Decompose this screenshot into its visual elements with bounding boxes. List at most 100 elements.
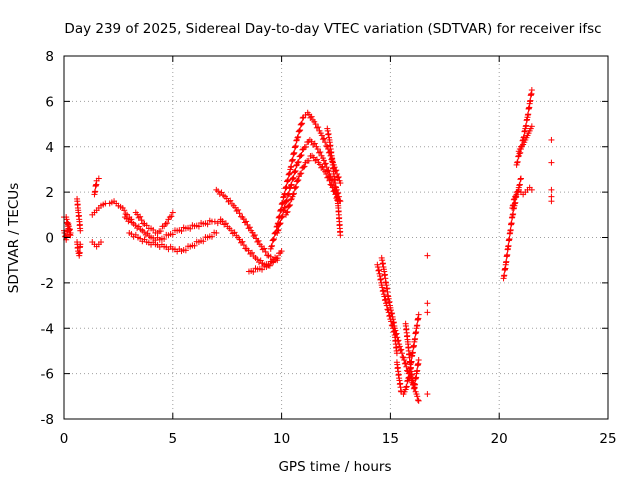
data-point-interp [412, 381, 419, 388]
data-point-interp [379, 284, 386, 291]
data-point-interp [284, 177, 291, 184]
data-point-interp [204, 221, 211, 228]
data-point-interp [393, 330, 400, 337]
data-point-interp [292, 143, 299, 150]
data-point-interp [299, 115, 306, 122]
data-point-interp [403, 363, 410, 370]
data-point-interp [404, 378, 411, 385]
data-point-interp [308, 113, 315, 120]
data-point [77, 227, 84, 234]
data-point [415, 397, 422, 404]
y-tick-label: 0 [45, 231, 54, 247]
chart-title: Day 239 of 2025, Sidereal Day-to-day VTE… [64, 21, 601, 37]
data-point-interp [414, 367, 421, 374]
data-point-interp [65, 223, 72, 230]
data-point-interp [274, 227, 281, 234]
data-point-interp [335, 174, 342, 181]
data-point-interp [381, 297, 388, 304]
data-point-interp [281, 205, 288, 212]
data-point [548, 136, 555, 143]
data-point-interp [279, 199, 286, 206]
data-point-interp [270, 236, 277, 242]
x-tick-label: 15 [382, 431, 399, 447]
y-tick-label: -8 [41, 412, 54, 428]
data-point-interp [297, 127, 304, 134]
data-point-interp [261, 245, 268, 252]
data-point-interp [325, 174, 332, 181]
data-point-interp [399, 353, 406, 360]
data-point-interp [223, 195, 230, 202]
y-tick-label: 2 [45, 185, 54, 201]
data-point-interp [506, 236, 513, 242]
data-point-interp [412, 335, 419, 342]
data-point-interp [312, 121, 319, 128]
data-point-interp [295, 158, 302, 165]
data-point-interp [399, 350, 406, 357]
data-point-interp [512, 192, 519, 199]
data-point-interp [392, 327, 399, 334]
data-point-interp [288, 158, 295, 165]
data-point [97, 239, 104, 246]
data-point-interp [289, 175, 296, 182]
data-point [337, 180, 344, 187]
data-point-interp [294, 177, 301, 184]
data-point [213, 229, 220, 236]
data-point-interp [323, 170, 330, 177]
data-point-interp [277, 220, 284, 227]
data-point-interp [280, 208, 287, 215]
data-point-interp [308, 138, 315, 145]
data-point-interp [388, 310, 395, 317]
x-tick-label: 25 [599, 431, 616, 447]
data-point-interp [515, 153, 522, 160]
data-point-interp [288, 163, 295, 170]
y-axis-label: SDTVAR / TECUs [6, 183, 22, 293]
data-point [415, 311, 422, 318]
data-point-interp [300, 164, 307, 171]
data-point-interp [313, 156, 320, 163]
data-point-interp [195, 223, 202, 230]
data-point-interp [510, 211, 517, 218]
data-point-interp [280, 194, 287, 201]
data-point-interp [501, 272, 508, 279]
data-point-interp [512, 193, 519, 200]
data-point-interp [92, 188, 99, 195]
data-point-interp [274, 255, 281, 262]
data-point-interp [208, 233, 215, 240]
data-point-interp [401, 357, 408, 364]
data-point-interp [305, 157, 312, 164]
data-point-interp [402, 360, 409, 367]
data-point-interp [243, 218, 250, 225]
data-point-interp [523, 122, 530, 129]
data-point-interp [294, 134, 301, 141]
data-point-interp [222, 220, 229, 227]
data-point-interp [255, 237, 262, 244]
data-point-interp [323, 164, 330, 171]
data-point-interp [397, 347, 404, 354]
data-point-interp [66, 226, 73, 233]
data-point [337, 232, 344, 239]
data-point-interp [282, 204, 289, 211]
data-point-interp [317, 149, 324, 156]
data-point [424, 252, 431, 259]
data-point-interp [287, 201, 294, 208]
data-point-interp [166, 214, 173, 221]
data-point [424, 309, 431, 316]
x-axis-label: GPS time / hours [278, 459, 391, 475]
data-point-interp [137, 213, 144, 220]
data-point-interp [63, 233, 70, 240]
tick-labels: 0 5 10 15 20 25 -8 -6 -4 -2 0 2 4 6 8 [41, 49, 617, 447]
data-point-interp [284, 178, 291, 185]
data-point-interp [319, 163, 326, 170]
data-point-interp [302, 143, 309, 150]
data-point-interp [324, 174, 331, 181]
data-point-interp [374, 263, 381, 270]
data-point-interp [392, 331, 399, 338]
data-point-interp [285, 177, 292, 184]
data-point-interp [292, 167, 299, 174]
data-point-interp [162, 220, 169, 227]
data-point [548, 198, 555, 205]
data-point-interp [286, 202, 293, 209]
data-point-interp [290, 191, 297, 198]
data-point-interp [375, 267, 382, 274]
data-point-interp [269, 237, 276, 244]
